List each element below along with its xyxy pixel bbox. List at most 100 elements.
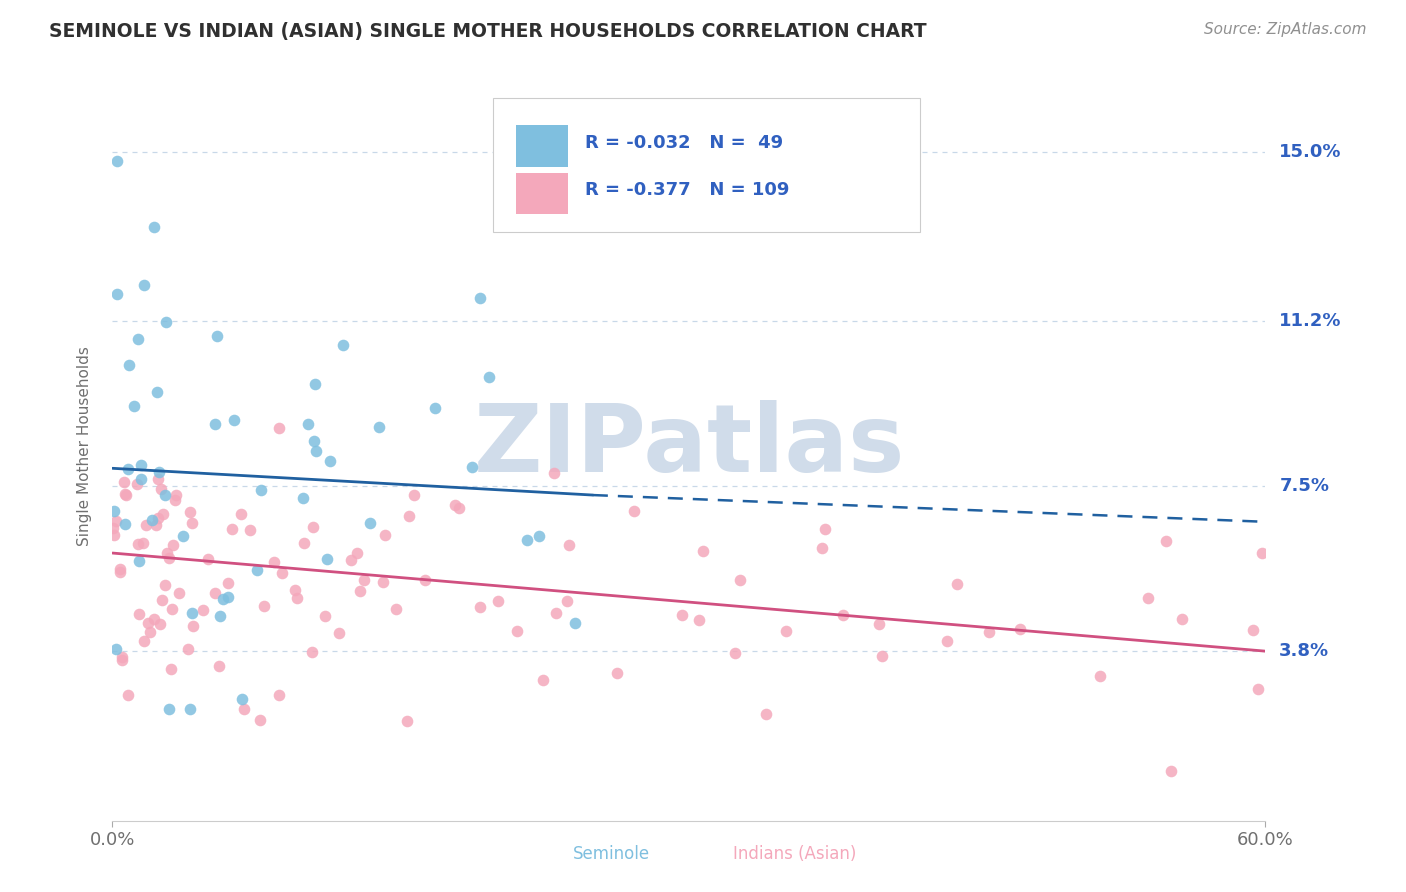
Point xyxy=(292,536,315,550)
Point xyxy=(152,507,174,521)
Point xyxy=(297,417,319,432)
Point xyxy=(371,574,394,589)
Point xyxy=(402,488,425,502)
Point xyxy=(103,527,125,541)
Point xyxy=(346,546,368,560)
Point xyxy=(211,592,233,607)
Point xyxy=(132,536,155,550)
Text: 11.2%: 11.2% xyxy=(1279,312,1341,330)
Point xyxy=(488,594,510,608)
Point xyxy=(114,517,136,532)
Point xyxy=(270,566,292,580)
Point xyxy=(163,492,186,507)
Point xyxy=(314,608,336,623)
Point xyxy=(564,615,586,630)
Text: 15.0%: 15.0% xyxy=(1279,143,1341,161)
Point xyxy=(229,507,252,521)
Text: SEMINOLE VS INDIAN (ASIAN) SINGLE MOTHER HOUSEHOLDS CORRELATION CHART: SEMINOLE VS INDIAN (ASIAN) SINGLE MOTHER… xyxy=(49,22,927,41)
Point xyxy=(945,576,967,591)
Point xyxy=(531,673,554,687)
Point xyxy=(157,702,180,716)
FancyBboxPatch shape xyxy=(494,97,920,233)
Point xyxy=(179,505,201,519)
Text: 3.8%: 3.8% xyxy=(1279,642,1330,660)
Point xyxy=(149,617,172,632)
Point xyxy=(936,634,959,648)
Point xyxy=(167,586,190,600)
Point xyxy=(127,332,149,346)
Point xyxy=(461,459,484,474)
Point xyxy=(332,338,354,352)
Point xyxy=(125,477,148,491)
Point xyxy=(546,606,568,620)
Point xyxy=(114,487,136,501)
Point xyxy=(302,519,325,533)
Point xyxy=(117,689,139,703)
Point xyxy=(191,603,214,617)
Point xyxy=(1137,591,1160,606)
Point xyxy=(221,522,243,536)
Point xyxy=(197,552,219,566)
Point xyxy=(132,633,155,648)
Point xyxy=(1008,622,1031,636)
Point xyxy=(148,465,170,479)
Point xyxy=(373,527,395,541)
Point xyxy=(977,625,1000,640)
Point xyxy=(246,563,269,577)
Point xyxy=(1247,682,1270,697)
Point xyxy=(302,434,325,449)
Point xyxy=(367,419,389,434)
Point xyxy=(108,565,131,579)
Point xyxy=(263,555,285,569)
Point xyxy=(141,513,163,527)
Point xyxy=(128,607,150,621)
Point xyxy=(153,488,176,502)
Point xyxy=(814,522,837,536)
Point xyxy=(160,602,183,616)
Point xyxy=(233,702,256,716)
Point xyxy=(558,539,581,553)
Point xyxy=(139,625,162,640)
Point xyxy=(755,706,778,721)
Point xyxy=(478,370,501,384)
Point xyxy=(425,401,447,416)
Point xyxy=(217,576,239,591)
Point xyxy=(250,483,273,498)
Point xyxy=(142,612,165,626)
Point xyxy=(101,521,124,535)
Point xyxy=(688,613,710,627)
FancyBboxPatch shape xyxy=(516,173,568,214)
Point xyxy=(359,516,381,530)
Point xyxy=(328,625,350,640)
Point xyxy=(104,514,127,528)
Point xyxy=(1088,669,1111,683)
Point xyxy=(285,591,308,605)
Point xyxy=(543,466,565,480)
Point xyxy=(1160,764,1182,779)
Point xyxy=(724,646,747,660)
Point xyxy=(413,573,436,587)
Text: R = -0.377   N = 109: R = -0.377 N = 109 xyxy=(585,181,790,199)
Point xyxy=(305,444,328,458)
Point xyxy=(506,624,529,639)
Point xyxy=(105,153,128,168)
Text: 7.5%: 7.5% xyxy=(1279,477,1329,495)
Point xyxy=(207,328,229,343)
Point xyxy=(117,462,139,476)
Point xyxy=(304,376,326,391)
Point xyxy=(870,649,893,664)
Point xyxy=(224,412,246,426)
Point xyxy=(111,650,134,665)
Point xyxy=(395,714,418,728)
Point xyxy=(316,551,339,566)
Point xyxy=(1171,612,1194,626)
Point xyxy=(143,220,166,235)
Point xyxy=(810,541,832,556)
Point xyxy=(516,533,538,548)
Point xyxy=(527,529,550,543)
Point xyxy=(267,421,290,435)
Point xyxy=(108,562,131,576)
Point xyxy=(340,553,363,567)
Point xyxy=(231,691,253,706)
Text: Seminole: Seminole xyxy=(574,846,650,863)
